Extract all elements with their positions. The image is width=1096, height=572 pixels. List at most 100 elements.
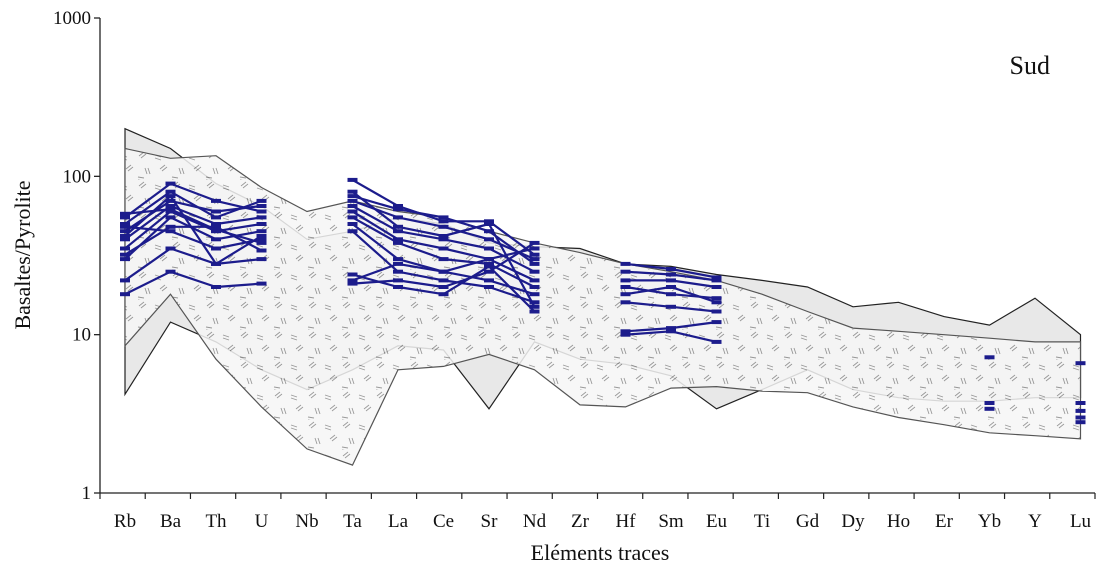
x-tick-label: Er: [935, 511, 954, 532]
data-point: [393, 215, 403, 220]
data-point: [711, 296, 722, 301]
data-point: [529, 261, 540, 266]
data-point: [120, 211, 130, 216]
series-17: [620, 285, 722, 305]
series-24: [1075, 361, 1086, 366]
x-tick-label: Zr: [571, 511, 590, 532]
data-point: [347, 198, 358, 203]
data-point: [120, 252, 130, 257]
x-tick-label: U: [255, 511, 269, 532]
data-point: [120, 246, 130, 251]
series-19: [620, 320, 722, 334]
data-point: [393, 257, 403, 262]
data-point: [529, 269, 540, 274]
data-point: [438, 215, 449, 220]
data-point: [211, 237, 221, 242]
data-point: [711, 300, 722, 305]
data-point: [165, 194, 176, 199]
data-point: [256, 237, 267, 242]
data-point: [666, 326, 676, 331]
series-22: [984, 401, 995, 405]
data-point: [393, 224, 403, 229]
data-point: [165, 181, 176, 186]
data-point: [120, 292, 130, 297]
data-point: [256, 222, 267, 226]
series-20: [620, 329, 722, 344]
series-26: [1075, 408, 1086, 413]
data-point: [347, 222, 358, 226]
x-tick-label: La: [388, 511, 409, 532]
data-point: [666, 292, 676, 297]
data-point: [165, 198, 176, 203]
data-point: [256, 215, 267, 220]
data-point: [620, 329, 631, 334]
data-point: [438, 269, 449, 274]
data-point: [529, 240, 540, 245]
data-point: [120, 224, 130, 229]
data-point: [620, 332, 631, 337]
data-point: [666, 272, 676, 277]
x-tick-label: Nd: [523, 511, 547, 532]
data-point: [620, 269, 631, 274]
data-point: [393, 278, 403, 283]
data-point: [438, 278, 449, 283]
x-tick-label: Ba: [160, 511, 182, 532]
x-tick-label: Nb: [295, 511, 318, 532]
data-point: [438, 285, 449, 289]
data-point: [211, 227, 221, 232]
data-point: [529, 252, 540, 257]
series-21: [984, 355, 995, 360]
data-point: [120, 278, 130, 283]
data-point: [393, 240, 403, 245]
data-point: [165, 215, 176, 220]
data-point: [666, 278, 676, 283]
data-point: [120, 222, 130, 226]
geochemical-fields: [124, 127, 1082, 466]
data-point: [256, 229, 267, 234]
data-point: [438, 234, 449, 238]
data-point: [393, 229, 403, 234]
data-point: [120, 234, 130, 238]
data-point: [211, 285, 221, 289]
data-point: [484, 269, 494, 274]
x-tick-label: Hf: [615, 511, 636, 532]
series-28: [1075, 420, 1086, 425]
series-8: [120, 229, 540, 305]
data-point: [620, 278, 631, 283]
data-point: [484, 237, 494, 242]
data-point: [347, 204, 358, 208]
data-point: [347, 177, 358, 182]
data-point: [1075, 401, 1086, 405]
data-point: [484, 257, 494, 262]
data-point: [984, 406, 995, 411]
region-label: Sud: [1010, 51, 1050, 80]
data-point: [393, 269, 403, 274]
data-point: [211, 215, 221, 220]
data-point: [347, 278, 358, 283]
data-point: [1075, 361, 1086, 366]
series-27: [1075, 415, 1086, 420]
data-point: [256, 281, 267, 286]
data-point: [484, 264, 494, 269]
x-tick-label: Dy: [841, 511, 865, 532]
data-point: [165, 224, 176, 229]
series-13: [620, 261, 722, 280]
data-point: [393, 261, 403, 266]
x-tick-label: Sr: [481, 511, 499, 532]
data-point: [484, 285, 494, 289]
x-tick-label: Ce: [433, 511, 454, 532]
data-point: [438, 237, 449, 242]
data-point: [529, 257, 540, 262]
data-point: [256, 209, 267, 214]
y-tick-label: 100: [63, 166, 92, 187]
data-point: [620, 292, 631, 297]
data-point: [529, 278, 540, 283]
x-tick-label: Ta: [343, 511, 362, 532]
data-point: [165, 189, 176, 194]
data-point: [256, 198, 267, 203]
series-23: [984, 406, 995, 411]
field-band-2: [124, 147, 1082, 466]
data-point: [711, 285, 722, 289]
series-18: [620, 300, 722, 314]
